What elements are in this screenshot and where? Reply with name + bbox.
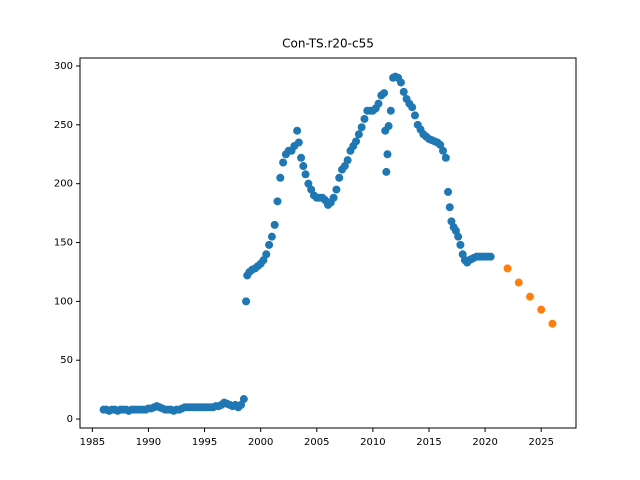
point	[360, 114, 369, 123]
point	[332, 185, 341, 194]
x-tick-label: 2000	[248, 437, 273, 448]
point	[279, 158, 288, 167]
point	[276, 173, 285, 182]
point	[374, 99, 383, 108]
y-tick-label: 300	[54, 61, 73, 72]
point	[239, 395, 248, 404]
point	[242, 297, 251, 306]
point	[294, 138, 303, 147]
x-tick-label: 1995	[192, 437, 217, 448]
point	[352, 137, 361, 146]
point	[273, 197, 282, 206]
y-tick-label: 50	[60, 355, 73, 366]
point	[396, 78, 405, 87]
y-tick-label: 150	[54, 238, 73, 249]
point	[267, 232, 276, 241]
point	[357, 123, 366, 132]
point	[408, 103, 417, 112]
point	[439, 146, 448, 155]
y-tick-label: 0	[67, 414, 73, 425]
point	[299, 162, 308, 171]
point	[441, 153, 450, 162]
point	[386, 106, 395, 115]
x-tick-label: 1985	[80, 437, 105, 448]
point	[445, 203, 454, 212]
x-tick-label: 2020	[472, 437, 497, 448]
point	[380, 89, 389, 98]
point	[354, 130, 363, 139]
point	[262, 250, 271, 259]
point	[503, 264, 512, 273]
x-tick-label: 2005	[304, 437, 329, 448]
point	[454, 232, 463, 241]
point	[537, 305, 546, 314]
point	[486, 252, 495, 261]
point	[301, 170, 310, 179]
x-tick-label: 1990	[136, 437, 161, 448]
point	[383, 150, 392, 159]
y-tick-label: 250	[54, 120, 73, 131]
point	[265, 240, 274, 249]
y-tick-label: 200	[54, 179, 73, 190]
point	[343, 156, 352, 165]
point	[335, 173, 344, 182]
x-tick-label: 2025	[528, 437, 553, 448]
x-tick-label: 2015	[416, 437, 441, 448]
point	[399, 87, 408, 96]
point	[384, 122, 393, 131]
point	[525, 292, 534, 301]
chart-title: Con-TS.r20-c55	[282, 37, 374, 51]
point	[456, 240, 465, 249]
point	[548, 319, 557, 328]
y-tick-label: 100	[54, 296, 73, 307]
x-tick-label: 2010	[360, 437, 385, 448]
point	[382, 167, 391, 176]
point	[293, 126, 302, 135]
point	[410, 111, 419, 120]
point	[329, 193, 338, 202]
point	[514, 278, 523, 287]
point	[444, 187, 453, 196]
plot-area	[99, 72, 557, 415]
point	[297, 153, 306, 162]
point	[270, 220, 279, 229]
